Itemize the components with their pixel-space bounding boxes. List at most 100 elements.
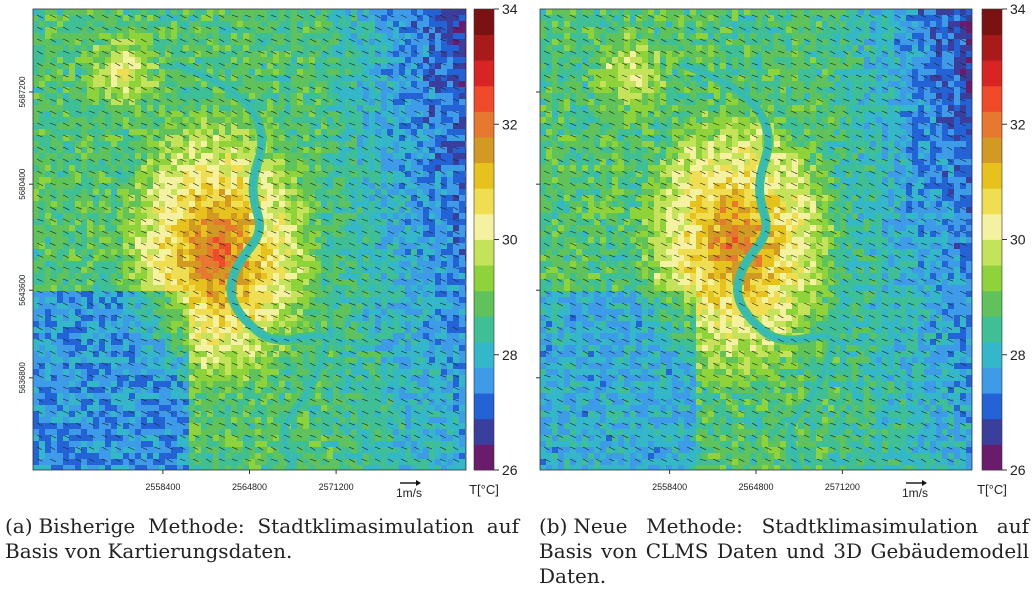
field-cell xyxy=(111,417,118,424)
field-cell xyxy=(429,411,436,418)
field-cell xyxy=(411,135,418,142)
field-cell xyxy=(399,189,406,196)
field-cell xyxy=(243,357,250,364)
field-cell xyxy=(309,33,316,40)
field-cell xyxy=(51,237,58,244)
field-cell xyxy=(195,135,202,142)
field-cell xyxy=(345,405,352,412)
field-cell xyxy=(201,351,208,358)
field-cell xyxy=(117,285,124,292)
field-cell xyxy=(249,297,256,304)
field-cell xyxy=(435,207,442,214)
field-cell xyxy=(369,321,376,328)
field-cell xyxy=(129,123,136,130)
field-cell xyxy=(213,171,220,178)
field-cell xyxy=(225,189,232,196)
field-cell xyxy=(393,285,400,292)
field-cell xyxy=(357,45,364,52)
field-cell xyxy=(255,405,262,412)
field-cell xyxy=(99,177,106,184)
field-cell xyxy=(177,273,184,280)
field-cell xyxy=(417,303,424,310)
field-cell xyxy=(447,27,454,34)
field-cell xyxy=(177,165,184,172)
field-cell xyxy=(105,213,112,220)
field-cell xyxy=(327,327,334,334)
field-cell xyxy=(105,219,112,226)
field-cell xyxy=(303,273,310,280)
field-cell xyxy=(201,369,208,376)
field-cell xyxy=(381,261,388,268)
field-cell xyxy=(453,207,460,214)
field-cell xyxy=(33,177,40,184)
field-cell xyxy=(45,291,52,298)
field-cell xyxy=(63,153,70,160)
field-cell xyxy=(81,153,88,160)
field-cell xyxy=(153,153,160,160)
field-cell xyxy=(57,381,64,388)
field-cell xyxy=(51,285,58,292)
field-cell xyxy=(189,399,196,406)
field-cell xyxy=(273,393,280,400)
field-cell xyxy=(213,237,220,244)
field-cell xyxy=(63,351,70,358)
field-cell xyxy=(81,405,88,412)
field-cell xyxy=(189,51,196,58)
field-cell xyxy=(381,27,388,34)
field-cell xyxy=(93,219,100,226)
field-cell xyxy=(327,225,334,232)
field-cell xyxy=(33,183,40,190)
field-cell xyxy=(315,249,322,256)
field-cell xyxy=(237,195,244,202)
field-cell xyxy=(405,303,412,310)
field-cell xyxy=(207,267,214,274)
field-cell xyxy=(39,381,46,388)
field-cell xyxy=(453,165,460,172)
field-cell xyxy=(243,375,250,382)
field-cell xyxy=(87,27,94,34)
field-cell xyxy=(237,21,244,28)
field-cell xyxy=(33,45,40,52)
field-cell xyxy=(159,291,166,298)
field-cell xyxy=(321,381,328,388)
field-cell xyxy=(99,147,106,154)
field-cell xyxy=(207,351,214,358)
field-cell xyxy=(447,357,454,364)
field-cell xyxy=(309,285,316,292)
field-cell xyxy=(363,237,370,244)
field-cell xyxy=(33,39,40,46)
field-cell xyxy=(429,231,436,238)
field-cell xyxy=(333,15,340,22)
field-cell xyxy=(411,327,418,334)
field-cell xyxy=(183,9,190,16)
field-cell xyxy=(87,153,94,160)
field-cell xyxy=(333,411,340,418)
field-cell xyxy=(297,123,304,130)
field-cell xyxy=(111,15,118,22)
field-cell xyxy=(39,27,46,34)
field-cell xyxy=(249,231,256,238)
field-cell xyxy=(111,351,118,358)
field-cell xyxy=(63,117,70,124)
field-cell xyxy=(45,357,52,364)
field-cell xyxy=(171,285,178,292)
field-cell xyxy=(33,33,40,40)
field-cell xyxy=(309,99,316,106)
field-cell xyxy=(177,303,184,310)
field-cell xyxy=(75,183,82,190)
field-cell xyxy=(237,321,244,328)
field-cell xyxy=(321,279,328,286)
field-cell xyxy=(435,297,442,304)
field-cell xyxy=(153,411,160,418)
field-cell xyxy=(51,135,58,142)
field-cell xyxy=(171,39,178,46)
field-cell xyxy=(417,51,424,58)
field-cell xyxy=(123,15,130,22)
field-cell xyxy=(441,45,448,52)
field-cell xyxy=(237,357,244,364)
field-cell xyxy=(261,249,268,256)
field-cell xyxy=(159,387,166,394)
field-cell xyxy=(87,273,94,280)
field-cell xyxy=(453,363,460,370)
field-cell xyxy=(75,93,82,100)
